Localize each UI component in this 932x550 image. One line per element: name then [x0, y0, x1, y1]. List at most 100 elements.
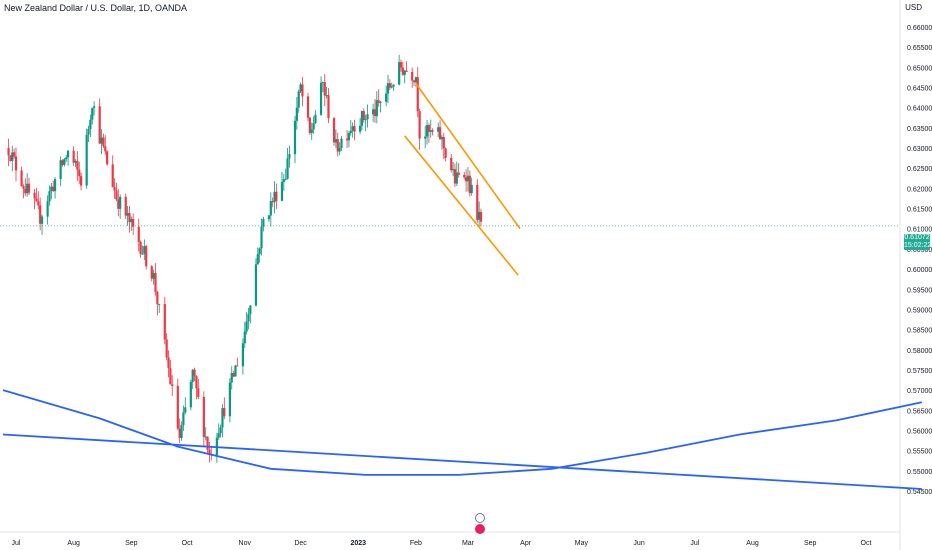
candle-body [26, 183, 29, 194]
time-tick-label: Jun [633, 540, 644, 547]
candle-body [340, 138, 343, 149]
candle-body [156, 291, 159, 305]
candle-body [262, 219, 265, 227]
candle-body [284, 178, 287, 180]
candle-body [39, 205, 42, 224]
candle-body [171, 384, 174, 386]
price-tick-label: 0.55000 [907, 469, 932, 476]
candle-body [427, 125, 431, 132]
candle-body [165, 339, 168, 358]
candle-body [388, 83, 391, 88]
price-tick-label: 0.62000 [907, 186, 932, 193]
candle-body [288, 154, 291, 159]
price-tick-label: 0.57000 [907, 388, 932, 395]
candle-body [208, 449, 211, 454]
candle-body [143, 246, 146, 254]
candle-body [9, 155, 12, 162]
candle-body [470, 184, 473, 194]
candle-body [33, 192, 36, 199]
price-tick-label: 0.61000 [907, 227, 932, 234]
candle-body [399, 62, 403, 68]
candle-body [451, 169, 455, 171]
price-tick-label: 0.60000 [907, 267, 932, 274]
price-tick-label: 0.57500 [907, 368, 932, 375]
candle-body [306, 96, 310, 118]
candle-body [193, 369, 196, 376]
candle-body [260, 226, 263, 249]
candle-body [479, 211, 483, 222]
price-tick-label: 0.56000 [907, 428, 932, 435]
candle-body [476, 184, 479, 220]
price-tick-label: 0.58500 [907, 328, 932, 335]
candle-body [286, 158, 289, 179]
candle-body [478, 211, 481, 220]
candle-body [468, 175, 471, 194]
candle-body [334, 139, 338, 143]
candle-body [232, 373, 235, 377]
candle-body [106, 151, 109, 165]
candle-body [48, 191, 51, 202]
candle-body [27, 183, 31, 193]
time-tick-label: Sep [804, 540, 817, 547]
candle-body [158, 304, 161, 305]
candle-body [364, 119, 367, 121]
candle-body [79, 176, 83, 186]
candle-body [167, 357, 170, 369]
candle-body [35, 198, 38, 202]
candle-body [130, 218, 133, 223]
candle-body [182, 412, 185, 425]
candle-body [230, 373, 233, 383]
curve-line[interactable] [2, 389, 922, 476]
candle-body [457, 172, 460, 175]
candle-body [275, 191, 278, 201]
time-tick-label: Aug [746, 540, 759, 547]
price-tick-label: 0.61500 [907, 207, 932, 214]
candle-body [358, 125, 362, 132]
candle-body [197, 388, 200, 397]
candle-body [245, 321, 248, 332]
candle-body [440, 137, 444, 140]
candle-body [347, 133, 351, 141]
candle-body [37, 201, 40, 206]
candle-body [119, 196, 122, 209]
candle-body [59, 160, 62, 180]
currency-label: USD [905, 3, 922, 12]
candle-body [258, 248, 261, 255]
candle-body [20, 170, 23, 187]
candle-body [72, 150, 75, 163]
candle-body [373, 109, 377, 117]
candle-body [154, 273, 157, 292]
drawings-layer[interactable] [2, 83, 922, 490]
candle-body [271, 201, 274, 203]
candle-body [169, 368, 172, 385]
candle-body [349, 130, 352, 134]
price-tick-label: 0.63000 [907, 146, 932, 153]
earnings-event-icon[interactable] [475, 524, 485, 534]
candle-body [139, 241, 142, 254]
channel-upper-line[interactable] [415, 83, 521, 230]
candle-body [401, 67, 404, 75]
candle-body [362, 111, 365, 121]
trend-line[interactable] [2, 433, 922, 490]
time-axis[interactable]: Jul Aug Sep Oct Nov Dec 2023 Feb Mar Apr May Jun Jul… [12, 540, 872, 547]
candle-body [217, 433, 220, 438]
candle-body [184, 407, 187, 413]
candle-body [76, 161, 79, 170]
candle-body [236, 365, 239, 367]
time-tick-label: Oct [861, 540, 872, 547]
candle-body [247, 313, 250, 322]
candle-body [22, 186, 25, 189]
candle-body [195, 375, 198, 389]
chart-title: New Zealand Dollar / U.S. Dollar, 1D, OA… [4, 3, 188, 13]
dividend-event-icon[interactable] [475, 513, 485, 523]
price-tick-label: 0.65500 [907, 45, 932, 52]
events-layer[interactable] [475, 513, 485, 535]
candle-body [219, 427, 222, 434]
candle-body [40, 216, 44, 224]
price-tick-label: 0.58000 [907, 348, 932, 355]
channel-lower-line[interactable] [404, 135, 519, 276]
price-axis[interactable]: 0.66000 0.65500 0.65000 0.64500 0.64000 0.635… [907, 25, 932, 496]
time-tick-label: Apr [520, 540, 532, 547]
last-price-badge: 0.61072 15:02:22 [904, 234, 931, 250]
